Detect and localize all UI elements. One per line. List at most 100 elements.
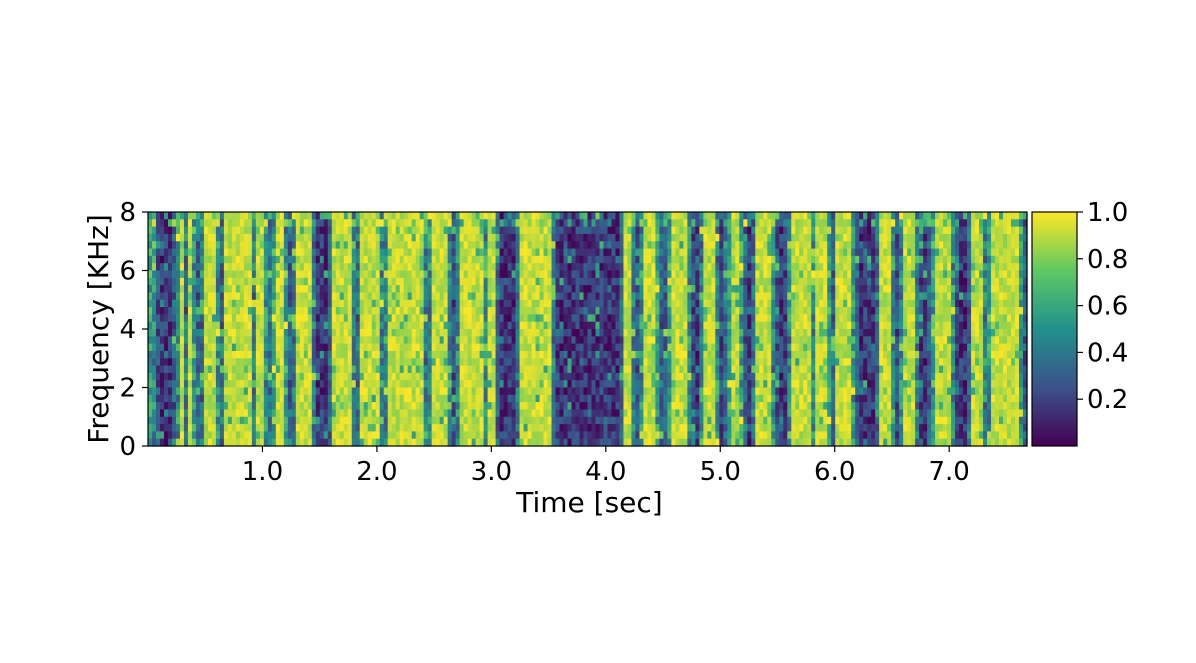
spectrogram-cell bbox=[671, 314, 676, 323]
spectrogram-cell bbox=[731, 212, 736, 220]
spectrogram-cell bbox=[571, 321, 577, 330]
spectrogram-cell bbox=[395, 365, 401, 374]
spectrogram-cell bbox=[215, 365, 221, 374]
spectrogram-cell bbox=[443, 438, 449, 447]
spectrogram-cell bbox=[483, 424, 489, 432]
spectrogram-cell bbox=[152, 387, 157, 396]
spectrogram-cell bbox=[607, 233, 613, 242]
spectrogram-cell bbox=[347, 380, 353, 389]
spectrogram-cell bbox=[403, 409, 409, 418]
spectrogram-cell bbox=[207, 402, 213, 411]
spectrogram-cell bbox=[575, 365, 581, 374]
spectrogram-cell bbox=[527, 270, 533, 279]
spectrogram-cell bbox=[635, 263, 641, 272]
spectrogram-cell bbox=[175, 212, 181, 220]
spectrogram-cell bbox=[499, 219, 505, 228]
spectrogram-cell bbox=[375, 402, 381, 411]
spectrogram-cell bbox=[339, 248, 345, 257]
spectrogram-cell bbox=[763, 438, 768, 447]
spectrogram-cell bbox=[555, 226, 561, 235]
spectrogram-cell bbox=[148, 233, 153, 242]
spectrogram-cell bbox=[675, 314, 680, 323]
spectrogram-cell bbox=[371, 299, 377, 308]
spectrogram-cell bbox=[579, 431, 585, 440]
spectrogram-cell bbox=[727, 307, 732, 315]
spectrogram-cell bbox=[751, 285, 756, 294]
spectrogram-cell bbox=[187, 424, 193, 432]
spectrogram-cell bbox=[152, 402, 157, 411]
spectrogram-cell bbox=[243, 285, 249, 294]
spectrogram-cell bbox=[459, 431, 465, 440]
spectrogram-cell bbox=[291, 226, 297, 235]
spectrogram-cell bbox=[243, 350, 249, 359]
spectrogram-cell bbox=[371, 372, 377, 381]
spectrogram-cell bbox=[207, 314, 213, 323]
spectrogram-cell bbox=[379, 365, 385, 374]
spectrogram-cell bbox=[531, 307, 537, 315]
spectrogram-cell bbox=[535, 394, 541, 403]
spectrogram-cell bbox=[631, 299, 637, 308]
spectrogram-cell bbox=[279, 299, 285, 308]
spectrogram-cell bbox=[615, 424, 621, 432]
spectrogram-cell bbox=[531, 409, 537, 418]
spectrogram-cell bbox=[771, 212, 776, 220]
spectrogram-cell bbox=[635, 219, 641, 228]
spectrogram-cell bbox=[707, 299, 712, 308]
spectrogram-cell bbox=[315, 350, 321, 359]
spectrogram-cell bbox=[679, 402, 684, 411]
spectrogram-cell bbox=[379, 431, 385, 440]
spectrogram-cell bbox=[347, 394, 353, 403]
spectrogram-cell bbox=[443, 336, 449, 345]
spectrogram-cell bbox=[747, 387, 752, 396]
spectrogram-cell bbox=[323, 431, 329, 440]
spectrogram-cell bbox=[355, 263, 361, 272]
spectrogram-cell bbox=[607, 402, 613, 411]
spectrogram-cell bbox=[479, 263, 485, 272]
spectrogram-cell bbox=[643, 299, 649, 308]
spectrogram-cell bbox=[255, 321, 261, 330]
spectrogram-cell bbox=[627, 343, 633, 352]
spectrogram-cell bbox=[427, 372, 433, 381]
spectrogram-cell bbox=[567, 380, 573, 389]
spectrogram-cell bbox=[691, 416, 696, 425]
spectrogram-cell bbox=[359, 270, 365, 279]
spectrogram-cell bbox=[651, 307, 657, 315]
spectrogram-cell bbox=[431, 321, 437, 330]
spectrogram-cell bbox=[459, 438, 465, 447]
spectrogram-cell bbox=[583, 270, 589, 279]
spectrogram-cell bbox=[491, 329, 497, 337]
spectrogram-cell bbox=[303, 394, 309, 403]
spectrogram-cell bbox=[363, 438, 369, 447]
spectrogram-cell bbox=[351, 307, 357, 315]
spectrogram-cell bbox=[387, 241, 393, 250]
spectrogram-cell bbox=[615, 263, 621, 272]
spectrogram-cell bbox=[167, 350, 173, 359]
spectrogram-cell bbox=[451, 416, 457, 425]
spectrogram-cell bbox=[687, 255, 692, 264]
spectrogram-cell bbox=[751, 424, 756, 432]
spectrogram-cell bbox=[171, 233, 177, 242]
spectrogram-cell bbox=[523, 270, 529, 279]
spectrogram-cell bbox=[247, 212, 253, 220]
spectrogram-cell bbox=[515, 343, 521, 352]
spectrogram-cell bbox=[571, 299, 577, 308]
spectrogram-cell bbox=[487, 394, 493, 403]
spectrogram-cell bbox=[339, 241, 345, 250]
spectrogram-cell bbox=[379, 350, 385, 359]
spectrogram-cell bbox=[503, 438, 509, 447]
spectrogram-cell bbox=[183, 233, 189, 242]
spectrogram-cell bbox=[479, 314, 485, 323]
spectrogram-cell bbox=[255, 219, 261, 228]
spectrogram-cell bbox=[651, 277, 657, 286]
spectrogram-cell bbox=[503, 226, 509, 235]
spectrogram-cell bbox=[567, 219, 573, 228]
spectrogram-cell bbox=[495, 292, 501, 301]
spectrogram-cell bbox=[627, 292, 633, 301]
spectrogram-cell bbox=[443, 350, 449, 359]
spectrogram-cell bbox=[327, 233, 333, 242]
spectrogram-cell bbox=[763, 416, 768, 425]
spectrogram-cell bbox=[291, 365, 297, 374]
spectrogram-cell bbox=[207, 365, 213, 374]
spectrogram-cell bbox=[559, 358, 565, 367]
spectrogram-cell bbox=[479, 285, 485, 294]
